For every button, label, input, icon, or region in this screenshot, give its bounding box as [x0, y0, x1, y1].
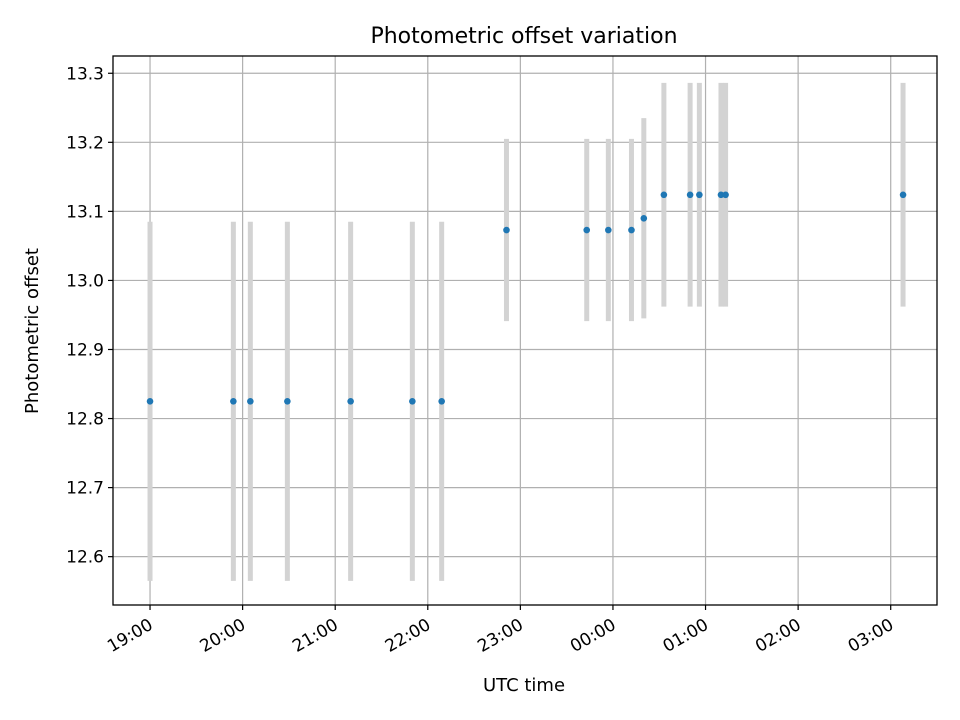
y-tick-label: 13.0: [66, 271, 104, 291]
data-point: [605, 226, 612, 234]
data-point: [686, 191, 694, 199]
data-point: [247, 397, 254, 405]
y-tick-label: 12.7: [66, 479, 104, 499]
data-point: [717, 191, 725, 199]
x-tick-label: 00:00: [567, 615, 619, 657]
x-tick-label: 22:00: [382, 615, 434, 657]
x-tick-label: 21:00: [289, 615, 341, 657]
data-point: [722, 191, 729, 199]
x-tick-label: 23:00: [474, 615, 526, 657]
y-tick-label: 12.8: [66, 410, 104, 430]
data-point: [230, 397, 237, 405]
y-tick-label: 13.3: [66, 64, 104, 84]
x-tick-label: 03:00: [845, 615, 897, 657]
data-point: [438, 397, 445, 405]
y-tick-label: 12.9: [66, 340, 104, 360]
plot-frame: [112, 55, 938, 606]
y-tick-label: 13.2: [66, 133, 104, 153]
data-point: [899, 191, 907, 199]
data-point: [146, 397, 154, 405]
tick-layer: 19:00 20:00 21:00 22:00 23:00 00:00 01:00 02:00…: [66, 64, 897, 657]
data-point: [696, 191, 703, 199]
data-point: [284, 397, 291, 405]
y-tick-label: 12.6: [66, 548, 104, 568]
data-point: [503, 226, 510, 234]
data-point: [347, 397, 354, 405]
data-point: [640, 214, 648, 222]
data-point: [583, 226, 591, 234]
x-axis-label: UTC time: [483, 675, 565, 696]
y-axis-label: Photometric offset: [22, 248, 43, 414]
data-point: [628, 226, 635, 234]
y-tick-label: 13.1: [66, 202, 104, 222]
grid-layer: [113, 56, 937, 605]
x-tick-label: 01:00: [660, 615, 712, 657]
point-layer: [146, 191, 907, 405]
x-tick-label: 02:00: [752, 615, 804, 657]
chart-title: Photometric offset variation: [370, 24, 677, 49]
errorbar-layer: [147, 82, 906, 581]
x-tick-label: 19:00: [104, 615, 156, 657]
data-point: [409, 397, 416, 405]
x-tick-label: 20:00: [197, 615, 249, 657]
data-point: [660, 191, 668, 199]
